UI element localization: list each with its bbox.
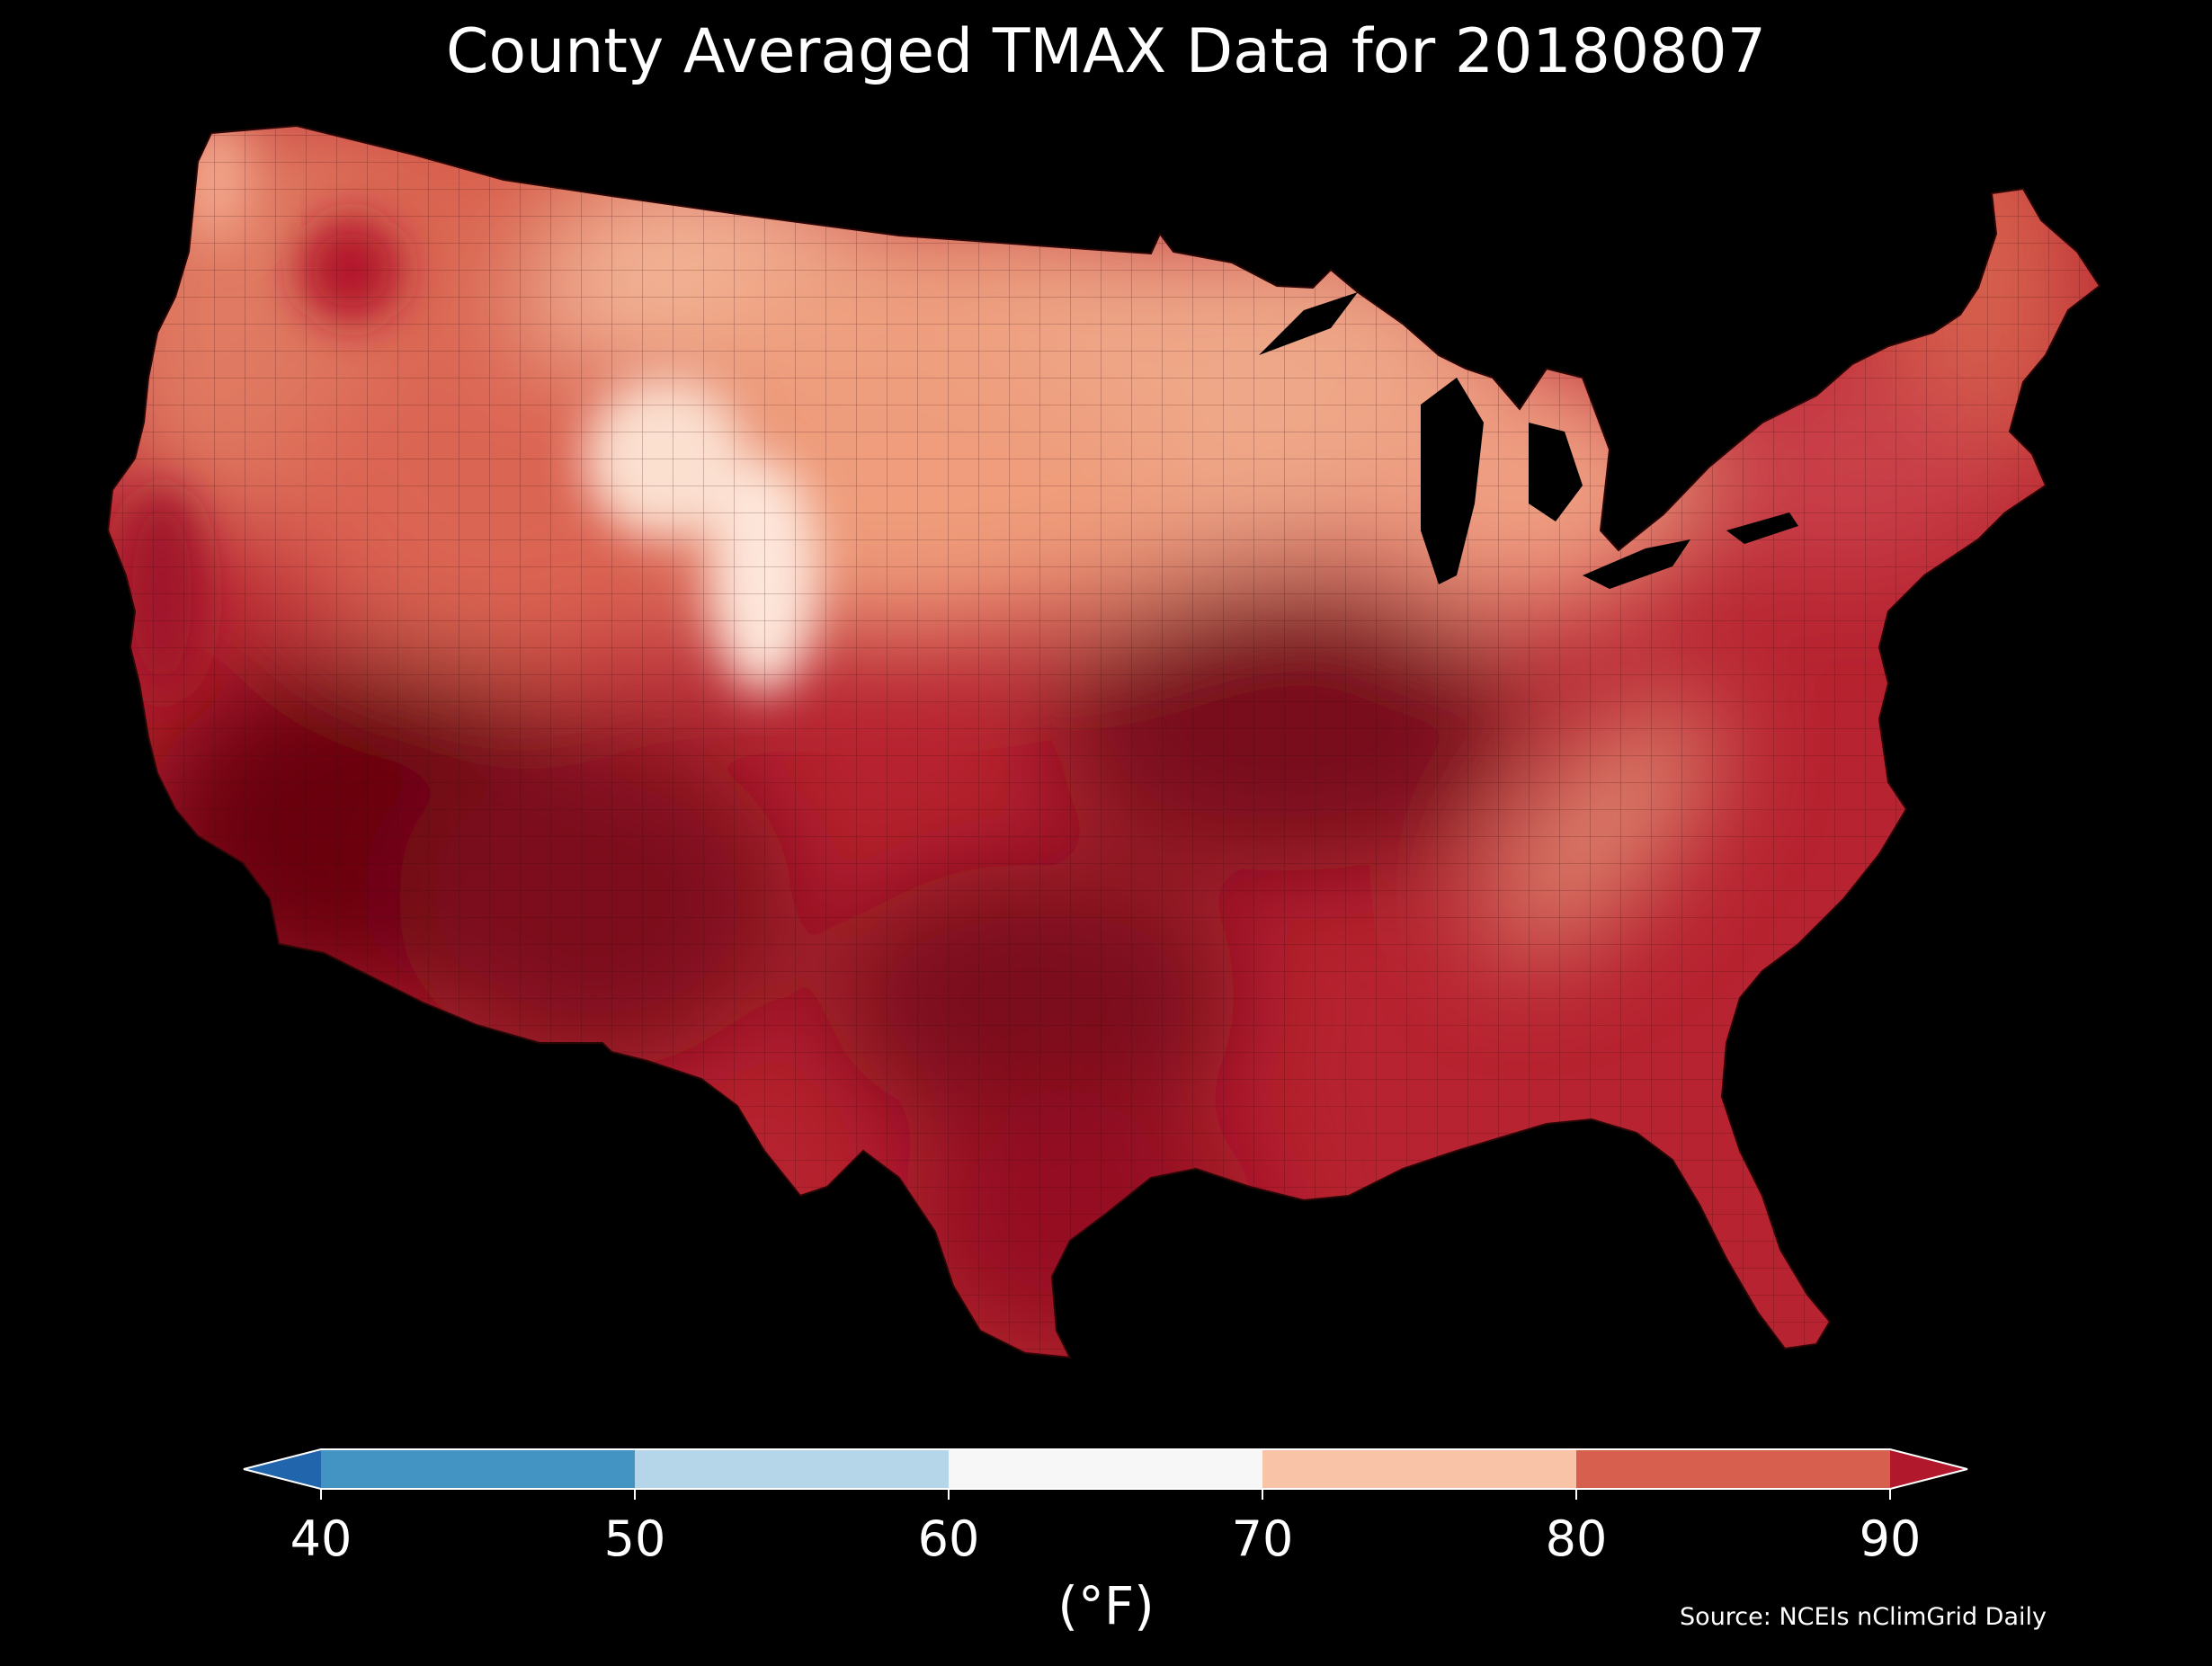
- colorbar-bin: [1576, 1449, 1891, 1489]
- great-lakes: [1259, 292, 1911, 719]
- colorbar-tick-label: 50: [603, 1510, 666, 1567]
- colorbar-tick-label: 60: [917, 1510, 980, 1567]
- colorbar-tick-label: 70: [1231, 1510, 1294, 1567]
- colorbar-label: (°F): [1057, 1575, 1155, 1636]
- colorbar-bin: [635, 1449, 950, 1489]
- colorbar-tick-label: 80: [1545, 1510, 1608, 1567]
- chart-title: County Averaged TMAX Data for 20180807: [446, 16, 1766, 87]
- colorbar-tick-label: 40: [290, 1510, 352, 1567]
- colorbar-extend-high: [1890, 1449, 1967, 1489]
- colorbar-bin: [321, 1449, 636, 1489]
- colorbar-bin: [1262, 1449, 1577, 1489]
- colorbar-extend-low: [244, 1449, 321, 1489]
- colorbar-tick-label: 90: [1859, 1510, 1922, 1567]
- source-note: Source: NCEIs nClimGrid Daily: [1680, 1603, 2047, 1631]
- colorbar-bin: [949, 1449, 1263, 1489]
